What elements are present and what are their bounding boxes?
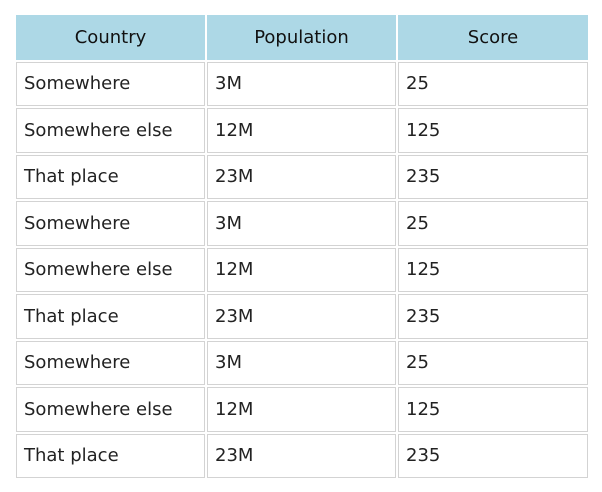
cell-population: 12M (207, 247, 396, 292)
cell-country: Somewhere (16, 61, 205, 106)
cell-population: 12M (207, 387, 396, 432)
table-row: Somewhere 3M 25 (16, 201, 588, 246)
cell-country: That place (16, 154, 205, 199)
column-header-country: Country (16, 15, 205, 60)
cell-population: 3M (207, 201, 396, 246)
table-row: That place 23M 235 (16, 154, 588, 199)
table-row: Somewhere else 12M 125 (16, 108, 588, 153)
cell-score: 125 (398, 387, 588, 432)
cell-score: 125 (398, 108, 588, 153)
cell-population: 12M (207, 108, 396, 153)
table-row: That place 23M 235 (16, 433, 588, 478)
table-row: Somewhere else 12M 125 (16, 387, 588, 432)
cell-population: 3M (207, 340, 396, 385)
column-header-population: Population (207, 15, 396, 60)
cell-country: Somewhere else (16, 247, 205, 292)
cell-country: Somewhere else (16, 387, 205, 432)
cell-population: 23M (207, 294, 396, 339)
table-row: Somewhere else 12M 125 (16, 247, 588, 292)
cell-score: 235 (398, 433, 588, 478)
table-row: Somewhere 3M 25 (16, 340, 588, 385)
cell-country: Somewhere (16, 201, 205, 246)
data-table: Country Population Score Somewhere 3M 25… (14, 13, 590, 480)
cell-country: That place (16, 294, 205, 339)
cell-score: 25 (398, 340, 588, 385)
table-header-row: Country Population Score (16, 15, 588, 60)
cell-population: 23M (207, 433, 396, 478)
data-table-container: Country Population Score Somewhere 3M 25… (14, 13, 590, 480)
cell-score: 235 (398, 294, 588, 339)
cell-score: 25 (398, 201, 588, 246)
column-header-score: Score (398, 15, 588, 60)
cell-country: That place (16, 433, 205, 478)
cell-country: Somewhere else (16, 108, 205, 153)
cell-score: 125 (398, 247, 588, 292)
cell-country: Somewhere (16, 340, 205, 385)
cell-population: 23M (207, 154, 396, 199)
cell-population: 3M (207, 61, 396, 106)
cell-score: 235 (398, 154, 588, 199)
table-row: That place 23M 235 (16, 294, 588, 339)
table-row: Somewhere 3M 25 (16, 61, 588, 106)
cell-score: 25 (398, 61, 588, 106)
